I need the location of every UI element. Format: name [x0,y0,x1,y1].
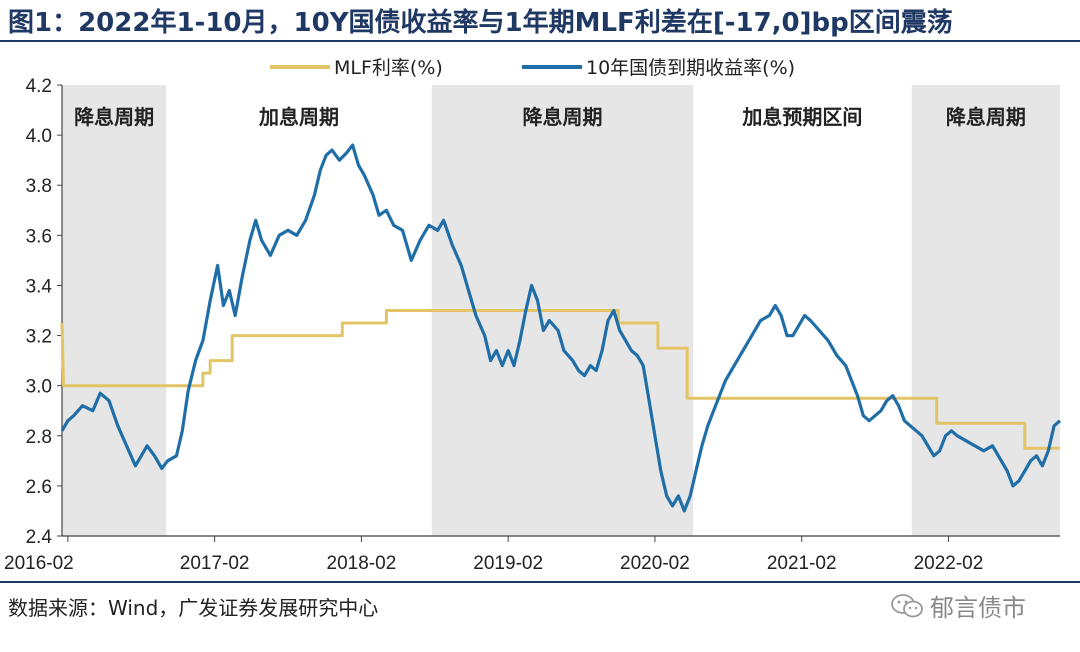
legend: MLF利率(%) 10年国债到期收益率(%) [270,57,795,79]
x-tick-label-3: 2019-02 [473,553,543,574]
series-lines-group [60,143,1062,513]
period-label-4: 降息周期 [946,105,1026,129]
series-line-bond [60,143,1062,513]
y-tick-label-9: 4.2 [26,76,52,97]
chart-area: 降息周期 加息周期 降息周期 加息预期区间 降息周期 2.4 2.6 2.8 3.0 3.2 3.… [4,57,1062,574]
top-rule [0,40,1080,42]
x-tick-label-5: 2021-02 [767,553,837,574]
legend-label-mlf: MLF利率(%) [334,57,443,79]
period-label-3: 加息预期区间 [741,105,862,129]
period-labels-group: 降息周期 加息周期 降息周期 加息预期区间 降息周期 [74,105,1026,129]
x-tick-label-4: 2020-02 [620,553,690,574]
watermark-text: 郁言债市 [930,594,1026,622]
x-tick-label-6: 2022-02 [914,553,984,574]
y-tick-label-0: 2.4 [26,527,53,548]
y-tick-label-2: 2.8 [26,427,52,448]
axes-group [61,85,1060,537]
series-line-mlf [60,309,1060,450]
y-tick-label-5: 3.4 [26,276,53,297]
period-label-1: 加息周期 [258,105,339,129]
y-tick-label-8: 4.0 [26,126,52,147]
y-tick-label-3: 3.0 [26,377,52,398]
y-tick-label-7: 3.8 [26,176,52,197]
y-tick-label-4: 3.2 [26,327,52,348]
watermark: 郁言债市 [890,588,1026,623]
period-label-0: 降息周期 [74,105,154,129]
x-tick-label-0: 2016-02 [4,553,74,574]
y-tick-group: 2.4 2.6 2.8 3.0 3.2 3.4 3.6 3.8 4.0 4.2 [26,76,62,548]
x-tick-group: 2016-02 2017-02 2018-02 2019-02 2020-02 2021-… [4,536,983,574]
y-tick-label-1: 2.6 [26,477,52,498]
period-shade-0 [62,85,167,536]
bottom-rule [0,581,1080,583]
y-tick-label-6: 3.6 [26,226,52,247]
source-note: 数据来源：Wind，广发证券发展研究中心 [8,596,379,620]
chart-title: 图1：2022年1-10月，10Y国债收益率与1年期MLF利差在[-17,0]b… [8,8,953,38]
period-shade-4 [911,85,1060,536]
x-tick-label-1: 2017-02 [180,553,250,574]
x-tick-label-2: 2018-02 [327,553,397,574]
wechat-icon [891,593,923,617]
period-label-2: 降息周期 [522,105,602,129]
legend-label-bond: 10年国债到期收益率(%) [586,57,795,79]
